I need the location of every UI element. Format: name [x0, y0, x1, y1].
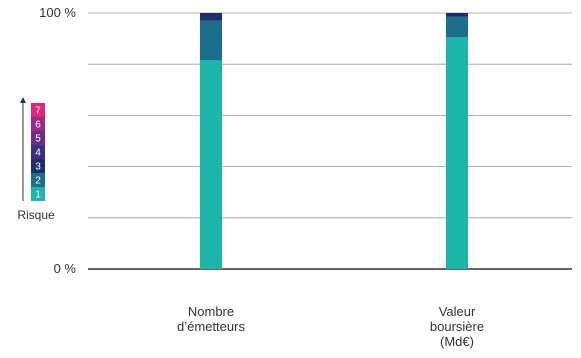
legend-title: Risque	[17, 208, 55, 222]
legend-swatch-risk-2	[31, 173, 45, 187]
legend-swatch-risk-6	[31, 117, 45, 131]
legend-swatch-risk-5	[31, 131, 45, 145]
y-tick-label: 100 %	[39, 5, 76, 20]
gridlines	[88, 12, 572, 270]
bar-segment-risk-3	[446, 13, 468, 17]
legend-label-risk-6: 6	[35, 120, 41, 131]
y-tick-label: 0 %	[54, 261, 77, 276]
bar-segment-risk-3	[200, 13, 222, 21]
legend-swatch-risk-3	[31, 159, 45, 173]
bar-segment-risk-1	[446, 37, 468, 269]
legend-label-risk-4: 4	[35, 148, 41, 159]
x-category-labels: Nombre d’émetteurs Valeur boursière (Md€)	[177, 304, 484, 349]
bar-segment-risk-2	[446, 16, 468, 38]
bar-segment-risk-2	[200, 20, 222, 61]
bars	[200, 13, 468, 269]
x-category-label: Valeur boursière (Md€)	[430, 304, 484, 349]
legend-label-risk-2: 2	[35, 176, 41, 187]
legend-label-risk-1: 1	[35, 190, 41, 201]
legend-label-risk-3: 3	[35, 162, 41, 173]
legend-label-risk-7: 7	[35, 106, 41, 117]
bar-segment-risk-1	[200, 60, 222, 269]
risk-legend: 1 2 3 4 5 6 7 Risque	[17, 97, 55, 222]
x-category-label: Nombre d’émetteurs	[177, 304, 245, 334]
legend-arrowhead-icon	[20, 97, 26, 103]
y-tick-labels: 0 % 100 %	[39, 5, 76, 276]
legend-swatch-risk-4	[31, 145, 45, 159]
legend-label-risk-5: 5	[35, 134, 41, 145]
legend-swatch-risk-1	[31, 187, 45, 201]
legend-swatch-risk-7	[31, 103, 45, 117]
